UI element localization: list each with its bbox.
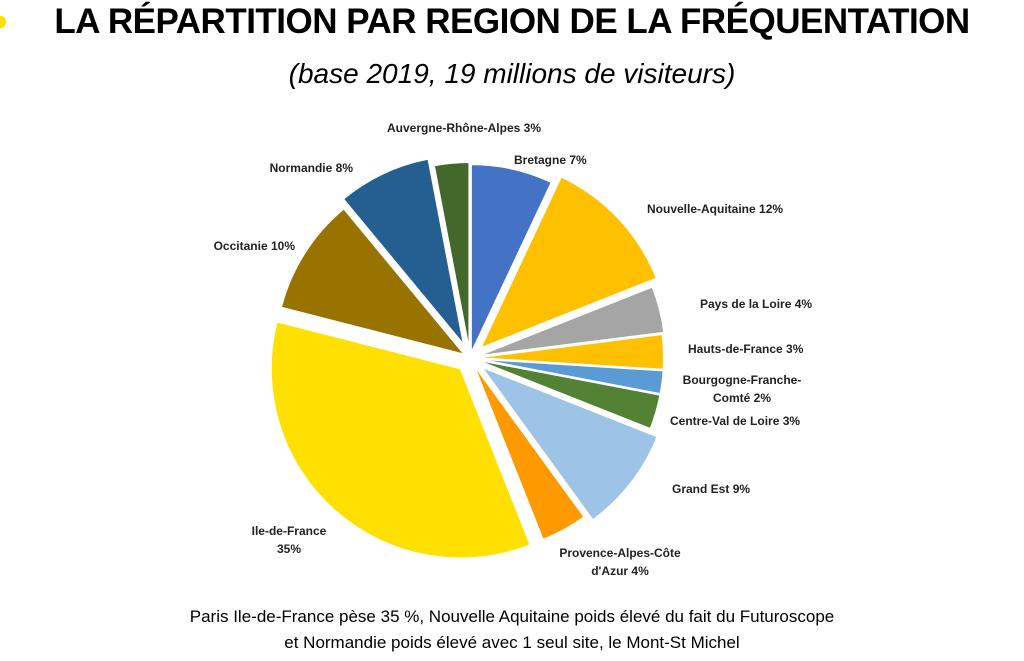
category-name: Nouvelle-Aquitaine [647,202,756,216]
slice-label: Normandie 8% [213,159,353,177]
category-name: Occitanie [213,239,268,253]
slice-label: Occitanie 10% [170,237,295,255]
footnote: et Normandie poids élevé avec 1 seul sit… [284,633,740,652]
pie-slice [478,364,660,522]
value-label: 3% [782,414,801,428]
pie-slice [478,175,659,351]
slice-label: Bourgogne-Franche-Comté 2% [672,371,812,407]
slice-label: Auvergne-Rhône-Alpes 3% [364,119,564,137]
title: LA RÉPARTITION PAR REGION DE LA FRÉQUENT… [54,2,970,41]
pie-slice [279,206,468,357]
slice-label: Hauts-de-France 3% [688,340,803,358]
value-label: 9% [732,482,751,496]
pie-slice [341,157,466,346]
value-label: 35% [276,542,302,556]
category-name: Centre-Val de Loire [670,414,780,428]
value-label: 7% [569,153,587,167]
slice-label: Provence-Alpes-Côte d'Azur 4% [555,544,685,580]
slice-label: Ile-de-France 35% [239,522,339,558]
category-name: Ile-de-France [251,524,327,538]
slice-label: Nouvelle-Aquitaine 12% [647,200,783,218]
category-name: Bretagne [514,153,567,167]
value-label: 3% [523,121,542,135]
subtitle: (base 2019, 19 millions de visiteurs) [288,58,736,89]
pie-slice [469,163,554,355]
slice-label: Grand Est 9% [672,480,750,498]
category-name: Grand Est [672,482,730,496]
pie-slice [432,161,471,353]
value-label: 4% [794,297,813,311]
value-label: 2% [753,391,772,405]
slice-label: Centre-Val de Loire 3% [670,412,800,430]
category-name: Pays de la Loire [700,297,792,311]
value-label: 8% [335,161,353,175]
pie-slice [473,358,662,431]
category-name: Provence-Alpes-Côte d'Azur [559,546,681,578]
footnote: Paris Ile-de-France pèse 35 %, Nouvelle … [189,607,835,626]
value-label: 10% [270,239,295,253]
category-name: Auvergne-Rhône-Alpes [386,121,521,135]
value-label: 4% [631,564,649,578]
value-label: 3% [786,342,804,356]
slice-label: Bretagne 7% [514,151,587,169]
pie-slice [269,320,532,560]
category-name: Normandie [269,161,333,175]
category-name: Bourgogne-Franche-Comté [682,373,802,405]
slice-label: Pays de la Loire 4% [700,295,812,313]
value-label: 12% [759,202,784,216]
bullet [0,16,6,28]
pie-slice [471,362,586,542]
pie-slice [475,285,666,358]
category-name: Hauts-de-France [688,342,783,356]
